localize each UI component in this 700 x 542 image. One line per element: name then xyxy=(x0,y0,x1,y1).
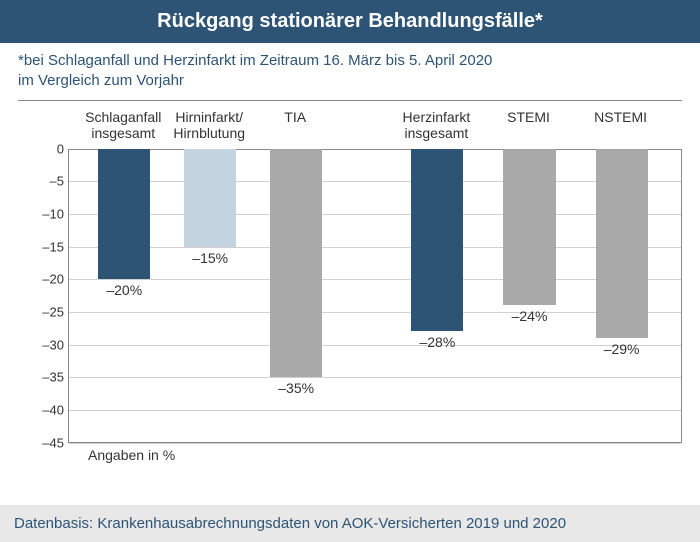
value-label: –29% xyxy=(604,341,640,357)
bar xyxy=(411,149,463,332)
y-tick-label: –35 xyxy=(18,370,64,385)
value-label: –24% xyxy=(512,308,548,324)
grid-line xyxy=(69,410,681,411)
grid-line xyxy=(69,345,681,346)
y-tick-label: –25 xyxy=(18,304,64,319)
category-label: Schlaganfallinsgesamt xyxy=(85,109,161,143)
chart-footer: Datenbasis: Krankenhausabrechnungsdaten … xyxy=(0,505,700,542)
y-tick-label: –45 xyxy=(18,435,64,450)
chart-container: Rückgang stationärer Behandlungsfälle* *… xyxy=(0,0,700,542)
y-tick-label: –10 xyxy=(18,206,64,221)
bar xyxy=(98,149,150,280)
grid-line xyxy=(69,214,681,215)
grid-line xyxy=(69,312,681,313)
y-tick-label: –20 xyxy=(18,272,64,287)
category-label: STEMI xyxy=(507,109,550,126)
category-label: Hirninfarkt/Hirnblutung xyxy=(173,109,245,143)
grid-line xyxy=(69,279,681,280)
category-label: TIA xyxy=(284,109,306,126)
grid-line xyxy=(69,149,681,150)
bar xyxy=(503,149,555,306)
grid-line xyxy=(69,247,681,248)
y-tick-label: –30 xyxy=(18,337,64,352)
bar xyxy=(270,149,322,378)
y-tick-label: –40 xyxy=(18,402,64,417)
grid-line xyxy=(69,377,681,378)
y-tick-label: –5 xyxy=(18,174,64,189)
grid-line xyxy=(69,181,681,182)
y-tick-label: 0 xyxy=(18,141,64,156)
value-label: –28% xyxy=(419,334,455,350)
bar xyxy=(596,149,648,338)
value-label: –35% xyxy=(278,380,314,396)
category-label: NSTEMI xyxy=(594,109,647,126)
x-axis-label: Angaben in % xyxy=(88,447,175,463)
grid-line xyxy=(69,443,681,444)
value-label: –20% xyxy=(106,282,142,298)
category-label: Herzinfarktinsgesamt xyxy=(403,109,471,143)
y-tick-label: –15 xyxy=(18,239,64,254)
value-label: –15% xyxy=(192,250,228,266)
chart-subtitle: *bei Schlaganfall und Herzinfarkt im Zei… xyxy=(0,43,700,100)
chart-area: –20%–15%–35%–28%–24%–29% Angaben in % 0–… xyxy=(18,100,682,471)
chart-title: Rückgang stationärer Behandlungsfälle* xyxy=(0,0,700,43)
plot-region: –20% –15% –35% –28% –24% –29% xyxy=(68,149,682,443)
bar xyxy=(184,149,236,247)
